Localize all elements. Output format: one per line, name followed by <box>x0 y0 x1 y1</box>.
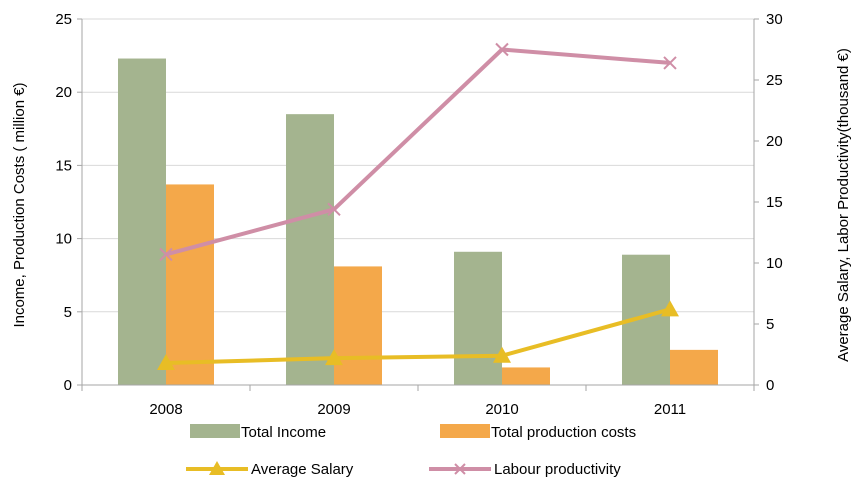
axes <box>77 18 759 391</box>
y-tick-label: 20 <box>55 84 72 101</box>
y2-tick-label: 15 <box>766 194 783 211</box>
y-tick-label: 10 <box>55 231 72 248</box>
y2-tick-label: 10 <box>766 255 783 272</box>
y-axis-label: Income, Production Costs ( million €) <box>11 82 28 327</box>
legend-label-labour-productivity: Labour productivity <box>494 461 621 478</box>
legend-x-marker <box>454 463 466 475</box>
x-marker <box>327 202 341 217</box>
triangle-marker <box>325 349 343 366</box>
bar-total-production-costs <box>334 266 382 385</box>
y2-tick-label: 0 <box>766 377 774 394</box>
y-tick-label: 15 <box>55 157 72 174</box>
x-marker <box>159 247 173 262</box>
legend-swatch-total-production-costs <box>440 424 490 438</box>
bar-total-income <box>286 114 334 385</box>
bars <box>118 58 718 385</box>
legend-triangle-marker <box>209 461 225 475</box>
line-labour-productivity <box>165 47 671 257</box>
bar-total-production-costs <box>502 367 550 385</box>
x-marker <box>495 42 509 57</box>
y2-tick-label: 25 <box>766 72 783 89</box>
legend-label-average-salary: Average Salary <box>251 461 354 478</box>
x-tick-label: 2010 <box>485 401 518 418</box>
bar-total-production-costs <box>166 184 214 385</box>
y2-axis-label: Average Salary, Labor Productivity(thous… <box>835 48 852 362</box>
y-tick-label: 5 <box>64 304 72 321</box>
line-series <box>157 42 679 371</box>
legend: Total Income Total production costs Averag… <box>186 424 636 478</box>
y-tick-label: 0 <box>64 377 72 394</box>
x-tick-label: 2009 <box>317 401 350 418</box>
x-marker <box>663 56 677 70</box>
y2-tick-label: 20 <box>766 133 783 150</box>
y2-tick-label: 30 <box>766 11 783 28</box>
x-tick-label: 2008 <box>149 401 182 418</box>
x-tick-label: 2011 <box>654 401 686 418</box>
triangle-marker <box>493 346 511 363</box>
legend-label-total-income: Total Income <box>241 424 326 441</box>
y-tick-label: 25 <box>55 11 72 28</box>
bar-total-income <box>454 251 502 385</box>
triangle-marker <box>157 354 175 371</box>
bar-total-production-costs <box>670 349 718 385</box>
legend-label-total-production-costs: Total production costs <box>491 424 636 441</box>
legend-swatch-total-income <box>190 424 240 438</box>
tick-labels: 0 5 10 15 20 25 0 5 10 15 20 25 30 2008 2009 2010 2011 <box>55 11 782 418</box>
bar-total-income <box>118 58 166 385</box>
triangle-marker <box>661 300 679 317</box>
line-average-salary <box>165 307 671 366</box>
y2-tick-label: 5 <box>766 316 774 333</box>
